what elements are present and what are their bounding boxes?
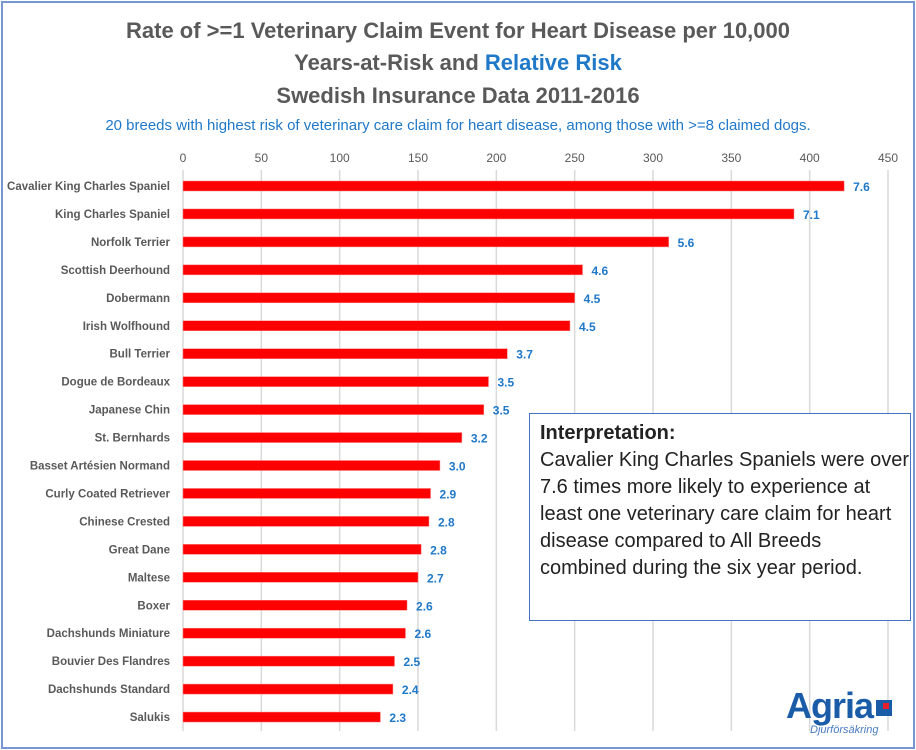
data-label: 2.6 (416, 599, 433, 613)
category-label: Scottish Deerhound (61, 265, 170, 277)
chart-title-line3: Swedish Insurance Data 2011-2016 (276, 83, 640, 108)
interpretation-box: Interpretation: Cavalier King Charles Sp… (529, 413, 911, 621)
data-label: 2.3 (389, 711, 406, 725)
category-label: Salukis (130, 712, 170, 724)
logo-brand: Agria (786, 685, 874, 726)
category-label: Cavalier King Charles Spaniel (7, 181, 170, 193)
category-label: Irish Wolfhound (83, 321, 170, 333)
bar (182, 572, 419, 583)
bar (182, 180, 845, 192)
chart-subtitle: 20 breeds with highest risk of veterinar… (105, 117, 811, 134)
agria-logo: Agria Djurförsäkring (786, 685, 893, 736)
bar (182, 460, 441, 471)
category-label: Dachshunds Miniature (47, 628, 170, 640)
data-label: 3.7 (516, 348, 533, 362)
category-label: King Charles Spaniel (55, 209, 170, 221)
category-label: Dobermann (106, 293, 170, 305)
chart-title-line1: Rate of >=1 Veterinary Claim Event for H… (126, 18, 790, 43)
x-tick-label: 0 (180, 151, 187, 165)
x-tick-label: 50 (255, 151, 269, 165)
bar (182, 488, 431, 499)
bar (182, 516, 430, 527)
bar (182, 627, 406, 639)
category-label: Bull Terrier (110, 349, 171, 361)
bar (182, 208, 795, 220)
data-label: 2.8 (438, 515, 455, 529)
x-tick-label: 250 (565, 151, 585, 165)
data-label: 7.6 (853, 180, 870, 194)
category-label: Curly Coated Retriever (45, 488, 170, 500)
data-label: 2.8 (430, 543, 447, 557)
category-label: Basset Artésien Normand (30, 461, 170, 473)
x-tick-label: 100 (330, 151, 350, 165)
logo-tagline: Djurförsäkring (810, 724, 879, 736)
bar (182, 432, 463, 443)
interpretation-body: Cavalier King Charles Spaniels were over… (540, 449, 910, 579)
data-label: 3.2 (471, 432, 488, 446)
x-tick-label: 200 (486, 151, 506, 165)
x-tick-label: 400 (800, 151, 820, 165)
data-label: 4.6 (592, 264, 609, 278)
data-label: 3.0 (449, 460, 466, 474)
x-tick-label: 150 (408, 151, 428, 165)
category-label: Chinese Crested (79, 516, 170, 528)
bar (182, 320, 571, 331)
x-tick-label: 300 (643, 151, 663, 165)
data-label: 7.1 (803, 208, 820, 222)
x-tick-label: 450 (878, 151, 898, 165)
bar (182, 655, 395, 667)
data-label: 4.5 (579, 320, 596, 334)
logo-square-icon (876, 700, 893, 716)
category-label: Maltese (128, 572, 170, 584)
bar (182, 544, 422, 555)
bar (182, 376, 489, 387)
title-relative-risk: Relative Risk (484, 50, 622, 75)
bar (182, 600, 408, 611)
bar (182, 236, 669, 248)
bar (182, 683, 394, 695)
data-label: 3.5 (493, 404, 510, 418)
bar (182, 348, 508, 359)
interpretation-heading: Interpretation: (540, 422, 676, 444)
data-label: 4.5 (584, 292, 601, 306)
category-label: Dachshunds Standard (48, 684, 170, 696)
data-label: 2.4 (402, 683, 419, 697)
bar (182, 292, 575, 304)
data-label: 5.6 (678, 236, 695, 250)
data-label: 3.5 (498, 376, 515, 390)
category-label: Boxer (137, 600, 170, 612)
data-label: 2.6 (414, 627, 431, 641)
chart-title-line2: Years-at-Risk and Relative Risk (0, 50, 916, 76)
category-label: Dogue de Bordeaux (61, 377, 170, 389)
data-label: 2.5 (404, 655, 421, 669)
x-tick-label: 350 (721, 151, 741, 165)
bar (182, 711, 381, 723)
bar (182, 264, 583, 276)
data-label: 2.9 (440, 487, 457, 501)
title-text: Years-at-Risk and (294, 50, 485, 75)
category-label: St. Bernhards (95, 433, 170, 445)
bar (182, 404, 485, 415)
category-label: Japanese Chin (89, 405, 170, 417)
category-label: Great Dane (109, 544, 170, 556)
category-label: Bouvier Des Flandres (52, 656, 170, 668)
data-label: 2.7 (427, 571, 444, 585)
category-label: Norfolk Terrier (91, 237, 171, 249)
